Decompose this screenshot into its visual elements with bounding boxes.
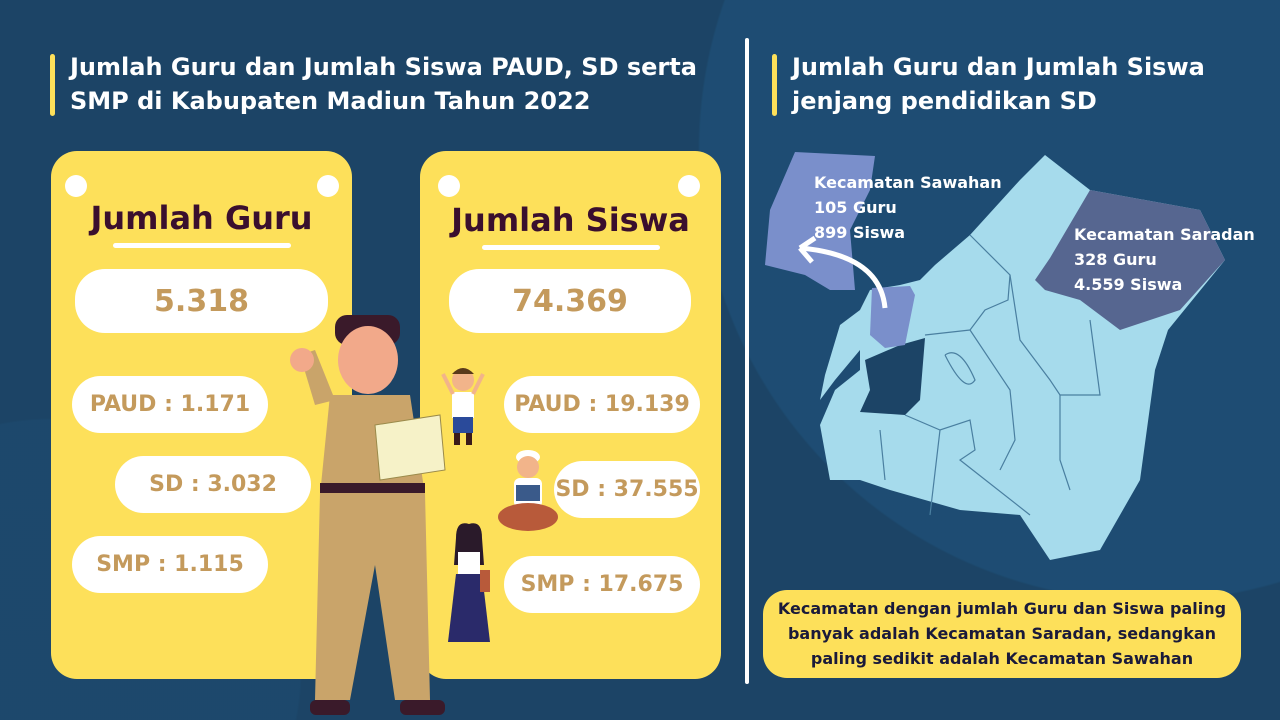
conclusion-note: Kecamatan dengan jumlah Guru dan Siswa p… bbox=[763, 590, 1241, 678]
heading-underline bbox=[113, 243, 291, 248]
saradan-siswa: 4.559 Siswa bbox=[1074, 275, 1183, 294]
map-gap-madiun-kota bbox=[860, 338, 925, 415]
guru-total: 5.318 bbox=[75, 269, 328, 333]
guru-heading: Jumlah Guru bbox=[90, 199, 313, 237]
guru-card: Jumlah Guru 5.318 PAUD : 1.171 SD : 3.03… bbox=[51, 151, 352, 679]
card-hole bbox=[317, 175, 339, 197]
madiun-map bbox=[765, 152, 1225, 560]
saradan-label: Kecamatan Saradan 328 Guru 4.559 Siswa bbox=[1074, 222, 1255, 297]
map-region-sawahan-inset bbox=[765, 152, 875, 290]
divider bbox=[745, 38, 749, 684]
sawahan-guru: 105 Guru bbox=[814, 198, 897, 217]
sawahan-siswa: 899 Siswa bbox=[814, 223, 906, 242]
siswa-smp: SMP : 17.675 bbox=[504, 556, 700, 613]
teacher-illustration bbox=[290, 315, 446, 715]
arrow-icon bbox=[799, 245, 888, 309]
card-hole bbox=[678, 175, 700, 197]
sawahan-label: Kecamatan Sawahan 105 Guru 899 Siswa bbox=[814, 170, 1002, 245]
student-reading-illustration bbox=[498, 450, 558, 531]
student-boy-illustration bbox=[441, 368, 485, 445]
siswa-sd: SD : 37.555 bbox=[554, 461, 700, 518]
right-title: Jumlah Guru dan Jumlah Siswa jenjang pen… bbox=[772, 50, 1232, 118]
siswa-heading: Jumlah Siswa bbox=[451, 201, 690, 239]
siswa-paud: PAUD : 19.139 bbox=[504, 376, 700, 433]
map-region-saradan bbox=[1035, 190, 1225, 330]
map-region-sawahan bbox=[870, 286, 915, 348]
saradan-name: Kecamatan Saradan bbox=[1074, 225, 1255, 244]
map-district-borders bbox=[879, 234, 1101, 516]
guru-sd: SD : 3.032 bbox=[115, 456, 311, 513]
guru-smp: SMP : 1.115 bbox=[72, 536, 268, 593]
heading-underline bbox=[482, 245, 660, 250]
arrowhead-icon bbox=[798, 235, 817, 264]
card-hole bbox=[438, 175, 460, 197]
left-title: Jumlah Guru dan Jumlah Siswa PAUD, SD se… bbox=[50, 50, 710, 118]
saradan-guru: 328 Guru bbox=[1074, 250, 1157, 269]
card-hole bbox=[65, 175, 87, 197]
student-girl-illustration bbox=[448, 523, 490, 642]
siswa-total: 74.369 bbox=[449, 269, 691, 333]
guru-paud: PAUD : 1.171 bbox=[72, 376, 268, 433]
sawahan-name: Kecamatan Sawahan bbox=[814, 173, 1002, 192]
